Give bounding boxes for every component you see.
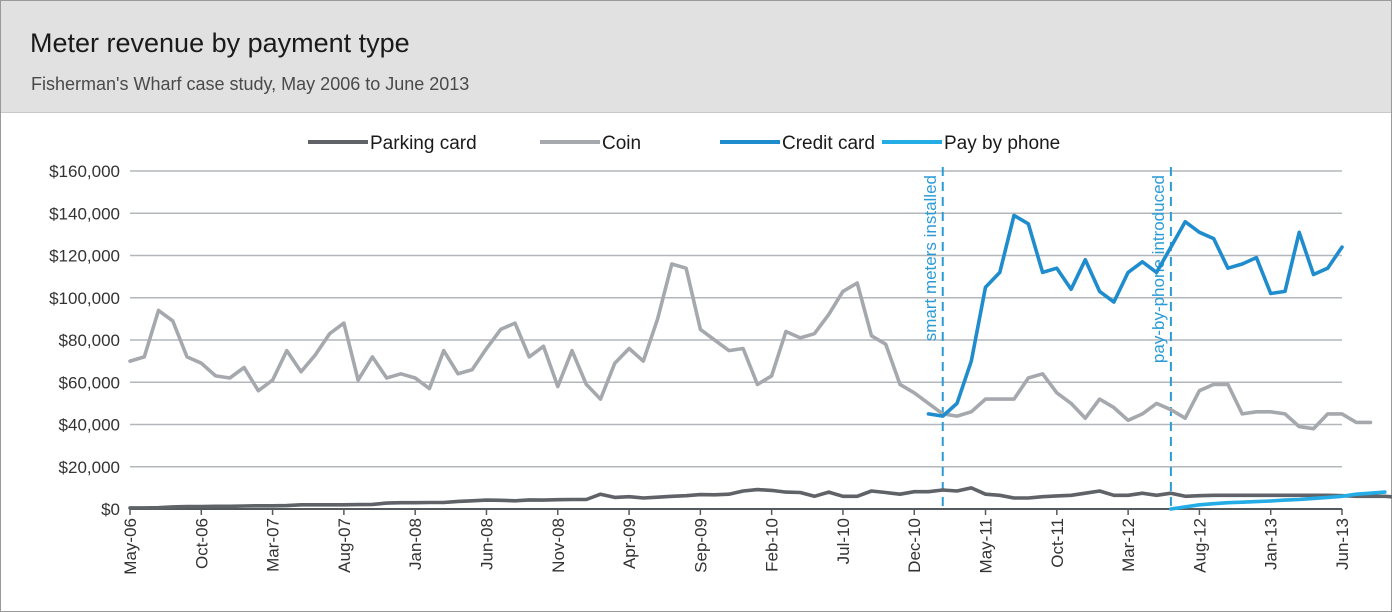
x-tick-label: Sep-09 <box>691 518 710 573</box>
x-tick-label: May-06 <box>121 518 140 575</box>
x-tick-label: Jan-08 <box>406 518 425 570</box>
y-tick-label: $60,000 <box>59 373 120 392</box>
x-tick-label: Nov-08 <box>549 518 568 573</box>
y-tick-label: $100,000 <box>49 289 120 308</box>
y-tick-label: $160,000 <box>49 162 120 181</box>
x-tick-label: Oct-06 <box>192 518 211 569</box>
series-line <box>128 262 1373 431</box>
legend-label: Credit card <box>782 133 875 154</box>
x-tick-label: Mar-07 <box>264 518 283 572</box>
y-tick-label: $20,000 <box>59 458 120 477</box>
x-tick-label: Aug-07 <box>335 518 354 573</box>
chart-subtitle: Fisherman's Wharf case study, May 2006 t… <box>31 74 470 94</box>
chart-title: Meter revenue by payment type <box>30 28 410 58</box>
y-tick-label: $40,000 <box>59 416 120 435</box>
x-tick-label: Feb-10 <box>763 518 782 572</box>
series-line <box>128 486 1392 510</box>
x-tick-label: Jun-13 <box>1333 518 1352 570</box>
x-tick-label: Jan-13 <box>1262 518 1281 570</box>
series-line <box>926 213 1344 418</box>
x-tick-label: Apr-09 <box>620 518 639 569</box>
x-tick-label: Jun-08 <box>477 518 496 570</box>
x-tick-label: Jul-10 <box>834 518 853 564</box>
y-tick-label: $0 <box>101 500 120 519</box>
x-tick-label: May-11 <box>977 518 996 573</box>
legend-label: Pay by phone <box>944 133 1060 154</box>
y-tick-label: $120,000 <box>49 247 120 266</box>
chart-header: Meter revenue by payment type Fisherman'… <box>1 1 1391 113</box>
annotation-label: smart meters installed <box>921 175 940 341</box>
x-tick-label: Dec-10 <box>905 518 924 573</box>
legend-label: Coin <box>602 133 641 154</box>
series-line <box>1169 490 1387 511</box>
y-tick-label: $80,000 <box>59 331 120 350</box>
x-tick-label: Mar-12 <box>1119 518 1138 572</box>
legend-label: Parking card <box>370 133 477 154</box>
x-tick-label: Oct-11 <box>1048 518 1067 568</box>
y-tick-label: $140,000 <box>49 204 120 223</box>
x-tick-label: Aug-12 <box>1190 518 1209 573</box>
